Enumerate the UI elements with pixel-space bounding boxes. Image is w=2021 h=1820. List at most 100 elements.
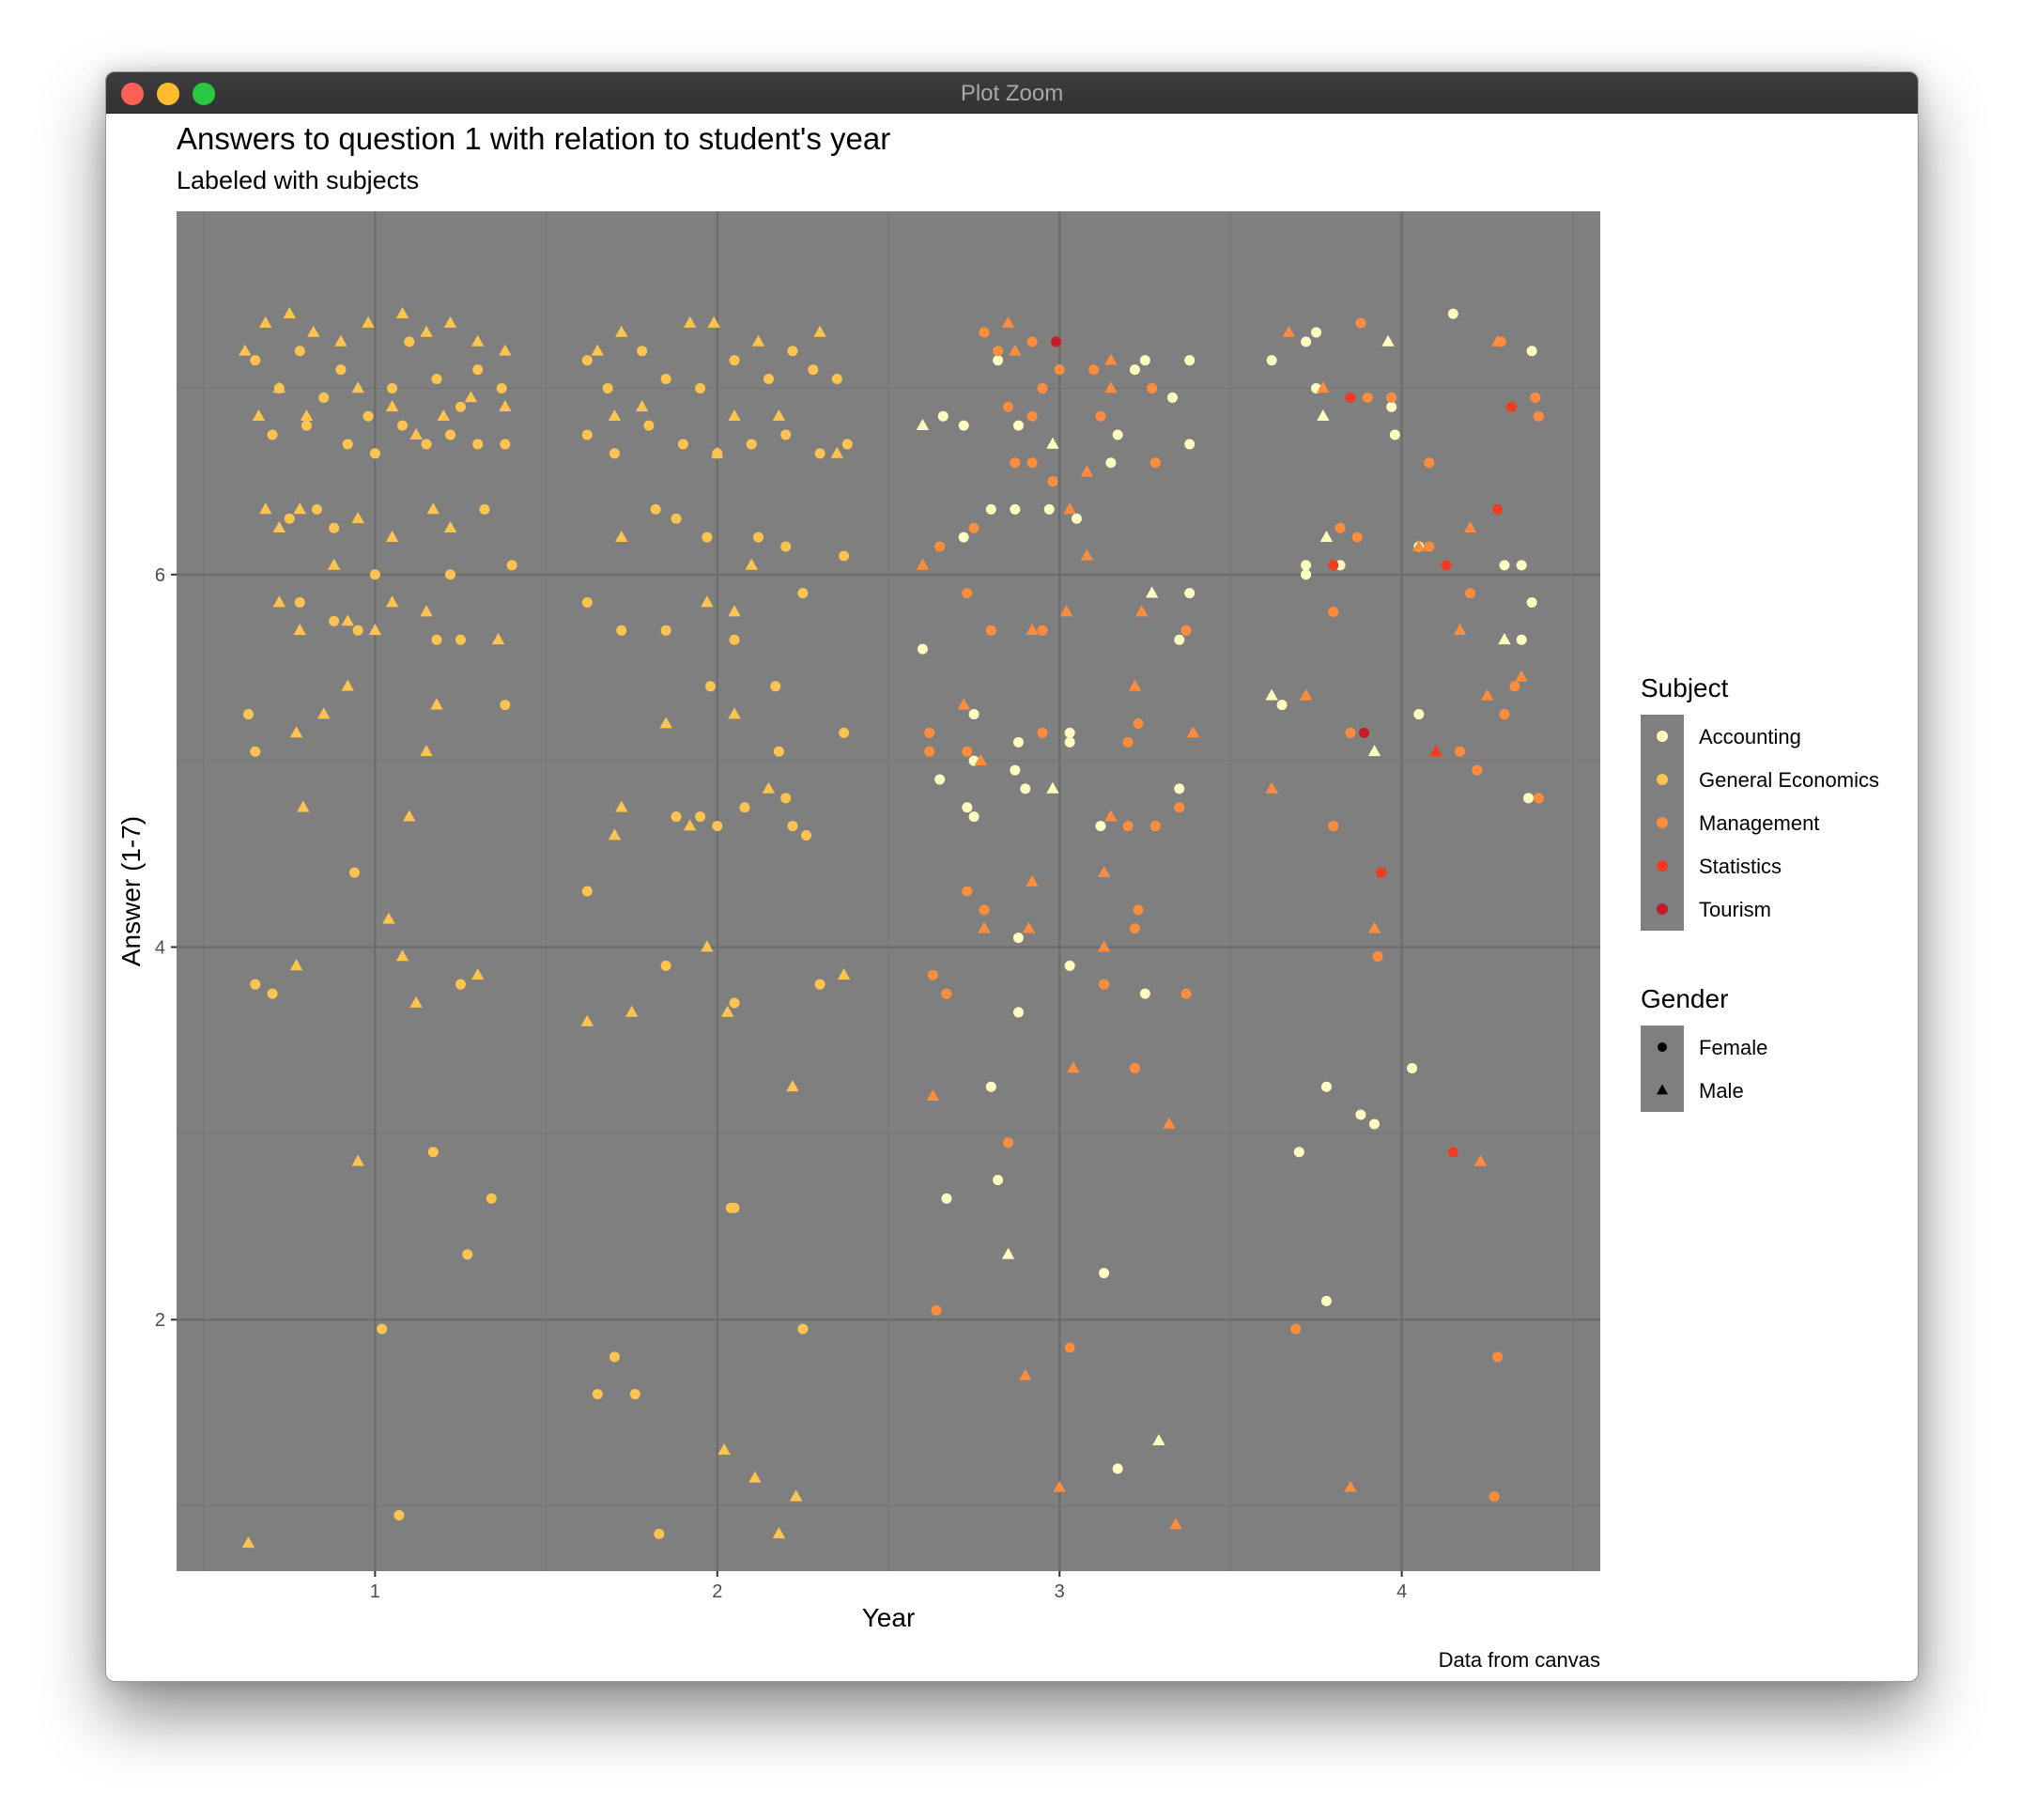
y-tick-label: 2 bbox=[155, 1310, 165, 1331]
data-point-circle bbox=[1099, 979, 1110, 990]
data-point-circle bbox=[1105, 457, 1117, 469]
legend-gender: Gender Female Male bbox=[1641, 984, 1767, 1112]
data-point-circle bbox=[250, 746, 261, 757]
data-point-triangle bbox=[1463, 521, 1477, 533]
data-point-circle bbox=[421, 439, 432, 450]
data-point-circle bbox=[797, 1323, 809, 1334]
data-point-circle bbox=[780, 793, 792, 804]
data-point-circle bbox=[1328, 560, 1339, 571]
data-point-circle bbox=[924, 746, 935, 757]
data-point-triangle bbox=[327, 558, 341, 570]
data-point-circle bbox=[1139, 988, 1150, 999]
data-point-circle bbox=[1147, 382, 1158, 393]
data-point-triangle bbox=[1282, 325, 1296, 337]
data-point-circle bbox=[962, 746, 973, 757]
zoom-window-button[interactable] bbox=[193, 83, 215, 105]
data-point-triangle bbox=[1097, 866, 1111, 878]
data-point-triangle bbox=[351, 1154, 364, 1166]
data-point-circle bbox=[979, 327, 990, 338]
data-point-circle bbox=[763, 374, 774, 385]
data-point-triangle bbox=[382, 912, 395, 924]
data-point-circle bbox=[968, 709, 980, 720]
data-point-circle bbox=[787, 346, 798, 357]
data-point-triangle bbox=[239, 344, 252, 356]
data-point-circle bbox=[962, 802, 973, 813]
data-point-triangle bbox=[437, 409, 450, 422]
data-point-circle bbox=[1522, 793, 1534, 804]
data-point-circle bbox=[1122, 821, 1134, 832]
data-point-circle bbox=[472, 439, 484, 450]
data-point-triangle bbox=[1128, 679, 1142, 691]
data-point-circle bbox=[1133, 717, 1144, 729]
data-point-circle bbox=[993, 355, 1004, 366]
data-point-triangle bbox=[1026, 874, 1039, 887]
data-point-circle bbox=[979, 904, 990, 916]
data-point-circle bbox=[1112, 1463, 1123, 1474]
data-point-circle bbox=[917, 643, 928, 655]
data-point-circle bbox=[629, 1389, 640, 1400]
window-titlebar[interactable]: Plot Zoom bbox=[106, 72, 1918, 114]
legend-subject-title: Subject bbox=[1641, 673, 1729, 702]
data-point-circle bbox=[729, 355, 740, 366]
data-point-triangle bbox=[471, 968, 485, 980]
data-point-triangle bbox=[1001, 316, 1015, 328]
data-point-circle bbox=[1026, 336, 1038, 347]
plot-zoom-window: Plot Zoom Answers to question 1 with rel… bbox=[105, 71, 1919, 1682]
data-point-triangle bbox=[701, 940, 714, 952]
data-point-triangle bbox=[1104, 381, 1118, 393]
data-point-triangle bbox=[1169, 1518, 1182, 1530]
data-point-triangle bbox=[728, 409, 741, 422]
data-point-triangle bbox=[745, 558, 758, 570]
data-point-triangle bbox=[786, 1080, 799, 1092]
data-point-triangle bbox=[837, 968, 851, 980]
legend-label-subject: Accounting bbox=[1699, 725, 1801, 748]
data-point-triangle bbox=[1515, 670, 1528, 682]
data-point-triangle bbox=[351, 512, 364, 524]
data-point-triangle bbox=[1059, 605, 1073, 617]
data-point-circle bbox=[1447, 1147, 1458, 1158]
data-point-triangle bbox=[334, 334, 347, 347]
data-point-circle bbox=[1499, 560, 1510, 571]
data-point-triangle bbox=[403, 810, 416, 822]
data-point-circle bbox=[1020, 783, 1031, 794]
data-point-triangle bbox=[683, 819, 697, 831]
data-point-triangle bbox=[289, 959, 303, 971]
data-point-circle bbox=[455, 634, 466, 645]
legend-key-subject bbox=[1657, 903, 1668, 915]
data-point-triangle bbox=[443, 521, 457, 533]
data-point-triangle bbox=[362, 316, 375, 328]
data-point-triangle bbox=[721, 1005, 734, 1017]
data-point-triangle bbox=[1481, 688, 1494, 701]
data-point-triangle bbox=[317, 707, 331, 719]
data-point-triangle bbox=[1317, 381, 1330, 393]
legend-label-subject: Statistics bbox=[1699, 855, 1782, 878]
data-point-triangle bbox=[1063, 502, 1076, 515]
data-point-circle bbox=[729, 634, 740, 645]
data-point-circle bbox=[739, 802, 750, 813]
data-point-triangle bbox=[1265, 781, 1278, 794]
minimize-window-button[interactable] bbox=[157, 83, 179, 105]
data-point-triangle bbox=[252, 409, 266, 422]
data-point-circle bbox=[1355, 317, 1366, 329]
data-point-circle bbox=[725, 1202, 736, 1213]
data-point-circle bbox=[486, 1193, 497, 1204]
close-window-button[interactable] bbox=[121, 83, 144, 105]
data-point-circle bbox=[1372, 950, 1383, 962]
data-point-triangle bbox=[701, 595, 714, 608]
data-point-triangle bbox=[1145, 586, 1159, 598]
data-point-triangle bbox=[1053, 1480, 1066, 1492]
data-point-circle bbox=[1174, 802, 1185, 813]
data-point-triangle bbox=[762, 781, 776, 794]
data-point-circle bbox=[1455, 746, 1466, 757]
data-point-circle bbox=[1276, 700, 1288, 711]
data-point-circle bbox=[462, 1249, 473, 1260]
data-point-circle bbox=[787, 821, 798, 832]
data-point-triangle bbox=[1001, 1247, 1015, 1259]
data-point-circle bbox=[746, 439, 757, 450]
data-point-circle bbox=[1293, 1147, 1304, 1158]
data-point-triangle bbox=[283, 306, 296, 318]
data-point-circle bbox=[479, 503, 490, 515]
data-point-circle bbox=[377, 1323, 388, 1334]
data-point-circle bbox=[695, 382, 706, 393]
data-point-triangle bbox=[1367, 921, 1381, 933]
